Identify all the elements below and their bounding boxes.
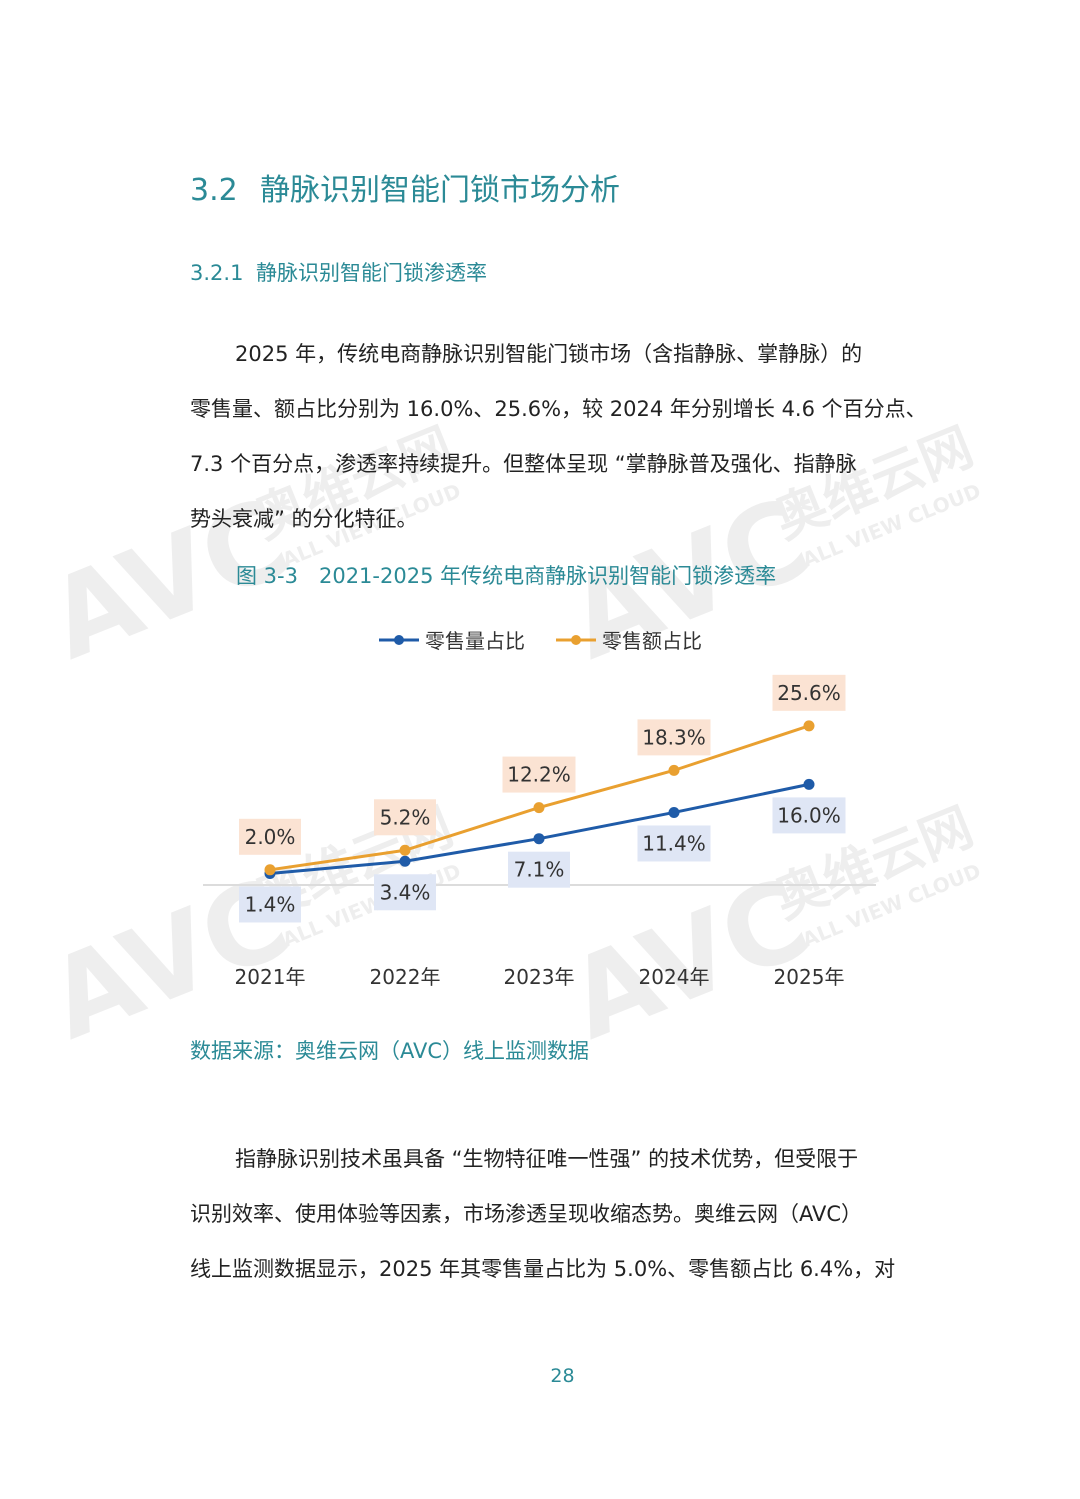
data-source: 数据来源：奥维云网（AVC）线上监测数据 xyxy=(190,1039,590,1063)
data-label-bg xyxy=(374,799,436,836)
paragraph-line: 识别效率、使用体验等因素，市场渗透呈现收缩态势。奥维云网（AVC） xyxy=(190,1202,863,1226)
data-label-bg xyxy=(508,851,570,888)
data-point xyxy=(803,778,815,790)
data-point xyxy=(264,864,276,876)
data-label: 1.4% xyxy=(245,892,296,916)
paragraph-line: 线上监测数据显示，2025 年其零售量占比为 5.0%、零售额占比 6.4%，对 xyxy=(190,1257,896,1281)
data-label-bg xyxy=(502,756,576,793)
data-label-bg xyxy=(239,818,301,855)
data-label: 12.2% xyxy=(507,763,571,787)
paragraph-line: 2025 年，传统电商静脉识别智能门锁市场（含指静脉、掌静脉）的 xyxy=(235,342,863,366)
section-title: 静脉识别智能门锁市场分析 xyxy=(260,173,620,208)
page-number: 28 xyxy=(550,1365,575,1387)
data-point xyxy=(668,764,680,776)
data-label: 18.3% xyxy=(642,725,706,749)
data-point xyxy=(533,802,545,814)
subsection-heading: 3.2.1 静脉识别智能门锁渗透率 xyxy=(190,257,487,287)
x-tick-label: 2025年 xyxy=(774,965,845,989)
data-label: 7.1% xyxy=(514,858,565,882)
data-label: 16.0% xyxy=(777,803,841,827)
data-label: 3.4% xyxy=(380,880,431,904)
paragraph-line: 7.3 个百分点，渗透率持续提升。但整体呈现 “掌静脉普及强化、指静脉 xyxy=(190,452,857,476)
legend-label: 零售额占比 xyxy=(602,629,702,653)
data-point xyxy=(533,833,545,845)
data-label: 11.4% xyxy=(642,831,706,855)
data-point xyxy=(803,720,815,732)
paragraph-finger-vein: 指静脉识别技术虽具备 “生物特征唯一性强” 的技术优势，但受限于 识别效率、使用… xyxy=(190,1132,902,1297)
legend-label: 零售量占比 xyxy=(425,629,525,653)
data-label-bg xyxy=(637,825,711,862)
paragraph-line: 零售量、额占比分别为 16.0%、25.6%，较 2024 年分别增长 4.6 … xyxy=(190,397,927,421)
x-tick-label: 2021年 xyxy=(235,965,306,989)
paragraph-intro: 2025 年，传统电商静脉识别智能门锁市场（含指静脉、掌静脉）的 零售量、额占比… xyxy=(190,327,927,547)
data-label: 5.2% xyxy=(380,805,431,829)
x-tick-label: 2022年 xyxy=(370,965,441,989)
data-point xyxy=(668,806,680,818)
data-point xyxy=(399,855,411,867)
data-point xyxy=(399,844,411,856)
data-label-bg xyxy=(239,886,301,923)
legend-marker xyxy=(571,635,581,645)
section-number: 3.2 xyxy=(190,173,238,208)
legend-marker xyxy=(394,635,404,645)
data-label-bg xyxy=(374,874,436,911)
x-tick-label: 2024年 xyxy=(639,965,710,989)
data-label-bg xyxy=(772,674,846,711)
data-label-bg xyxy=(637,719,711,756)
subsection-title: 静脉识别智能门锁渗透率 xyxy=(256,261,487,285)
line-chart: 2021年 2022年 2023年 2024年 2025年 零售量占比 零售额占比 1.4% 3… xyxy=(203,629,876,989)
section-heading: 3.2 静脉识别智能门锁市场分析 xyxy=(190,165,620,209)
data-label: 25.6% xyxy=(777,681,841,705)
series-line xyxy=(269,724,810,872)
data-label-bg xyxy=(772,797,846,834)
x-tick-label: 2023年 xyxy=(504,965,575,989)
paragraph-line: 指静脉识别技术虽具备 “生物特征唯一性强” 的技术优势，但受限于 xyxy=(235,1147,859,1171)
figure-caption: 图 3-3 2021-2025 年传统电商静脉识别智能门锁渗透率 xyxy=(236,564,777,588)
paragraph-line: 势头衰减” 的分化特征。 xyxy=(190,507,418,531)
subsection-number: 3.2.1 xyxy=(190,261,244,285)
data-label: 2.0% xyxy=(245,825,296,849)
